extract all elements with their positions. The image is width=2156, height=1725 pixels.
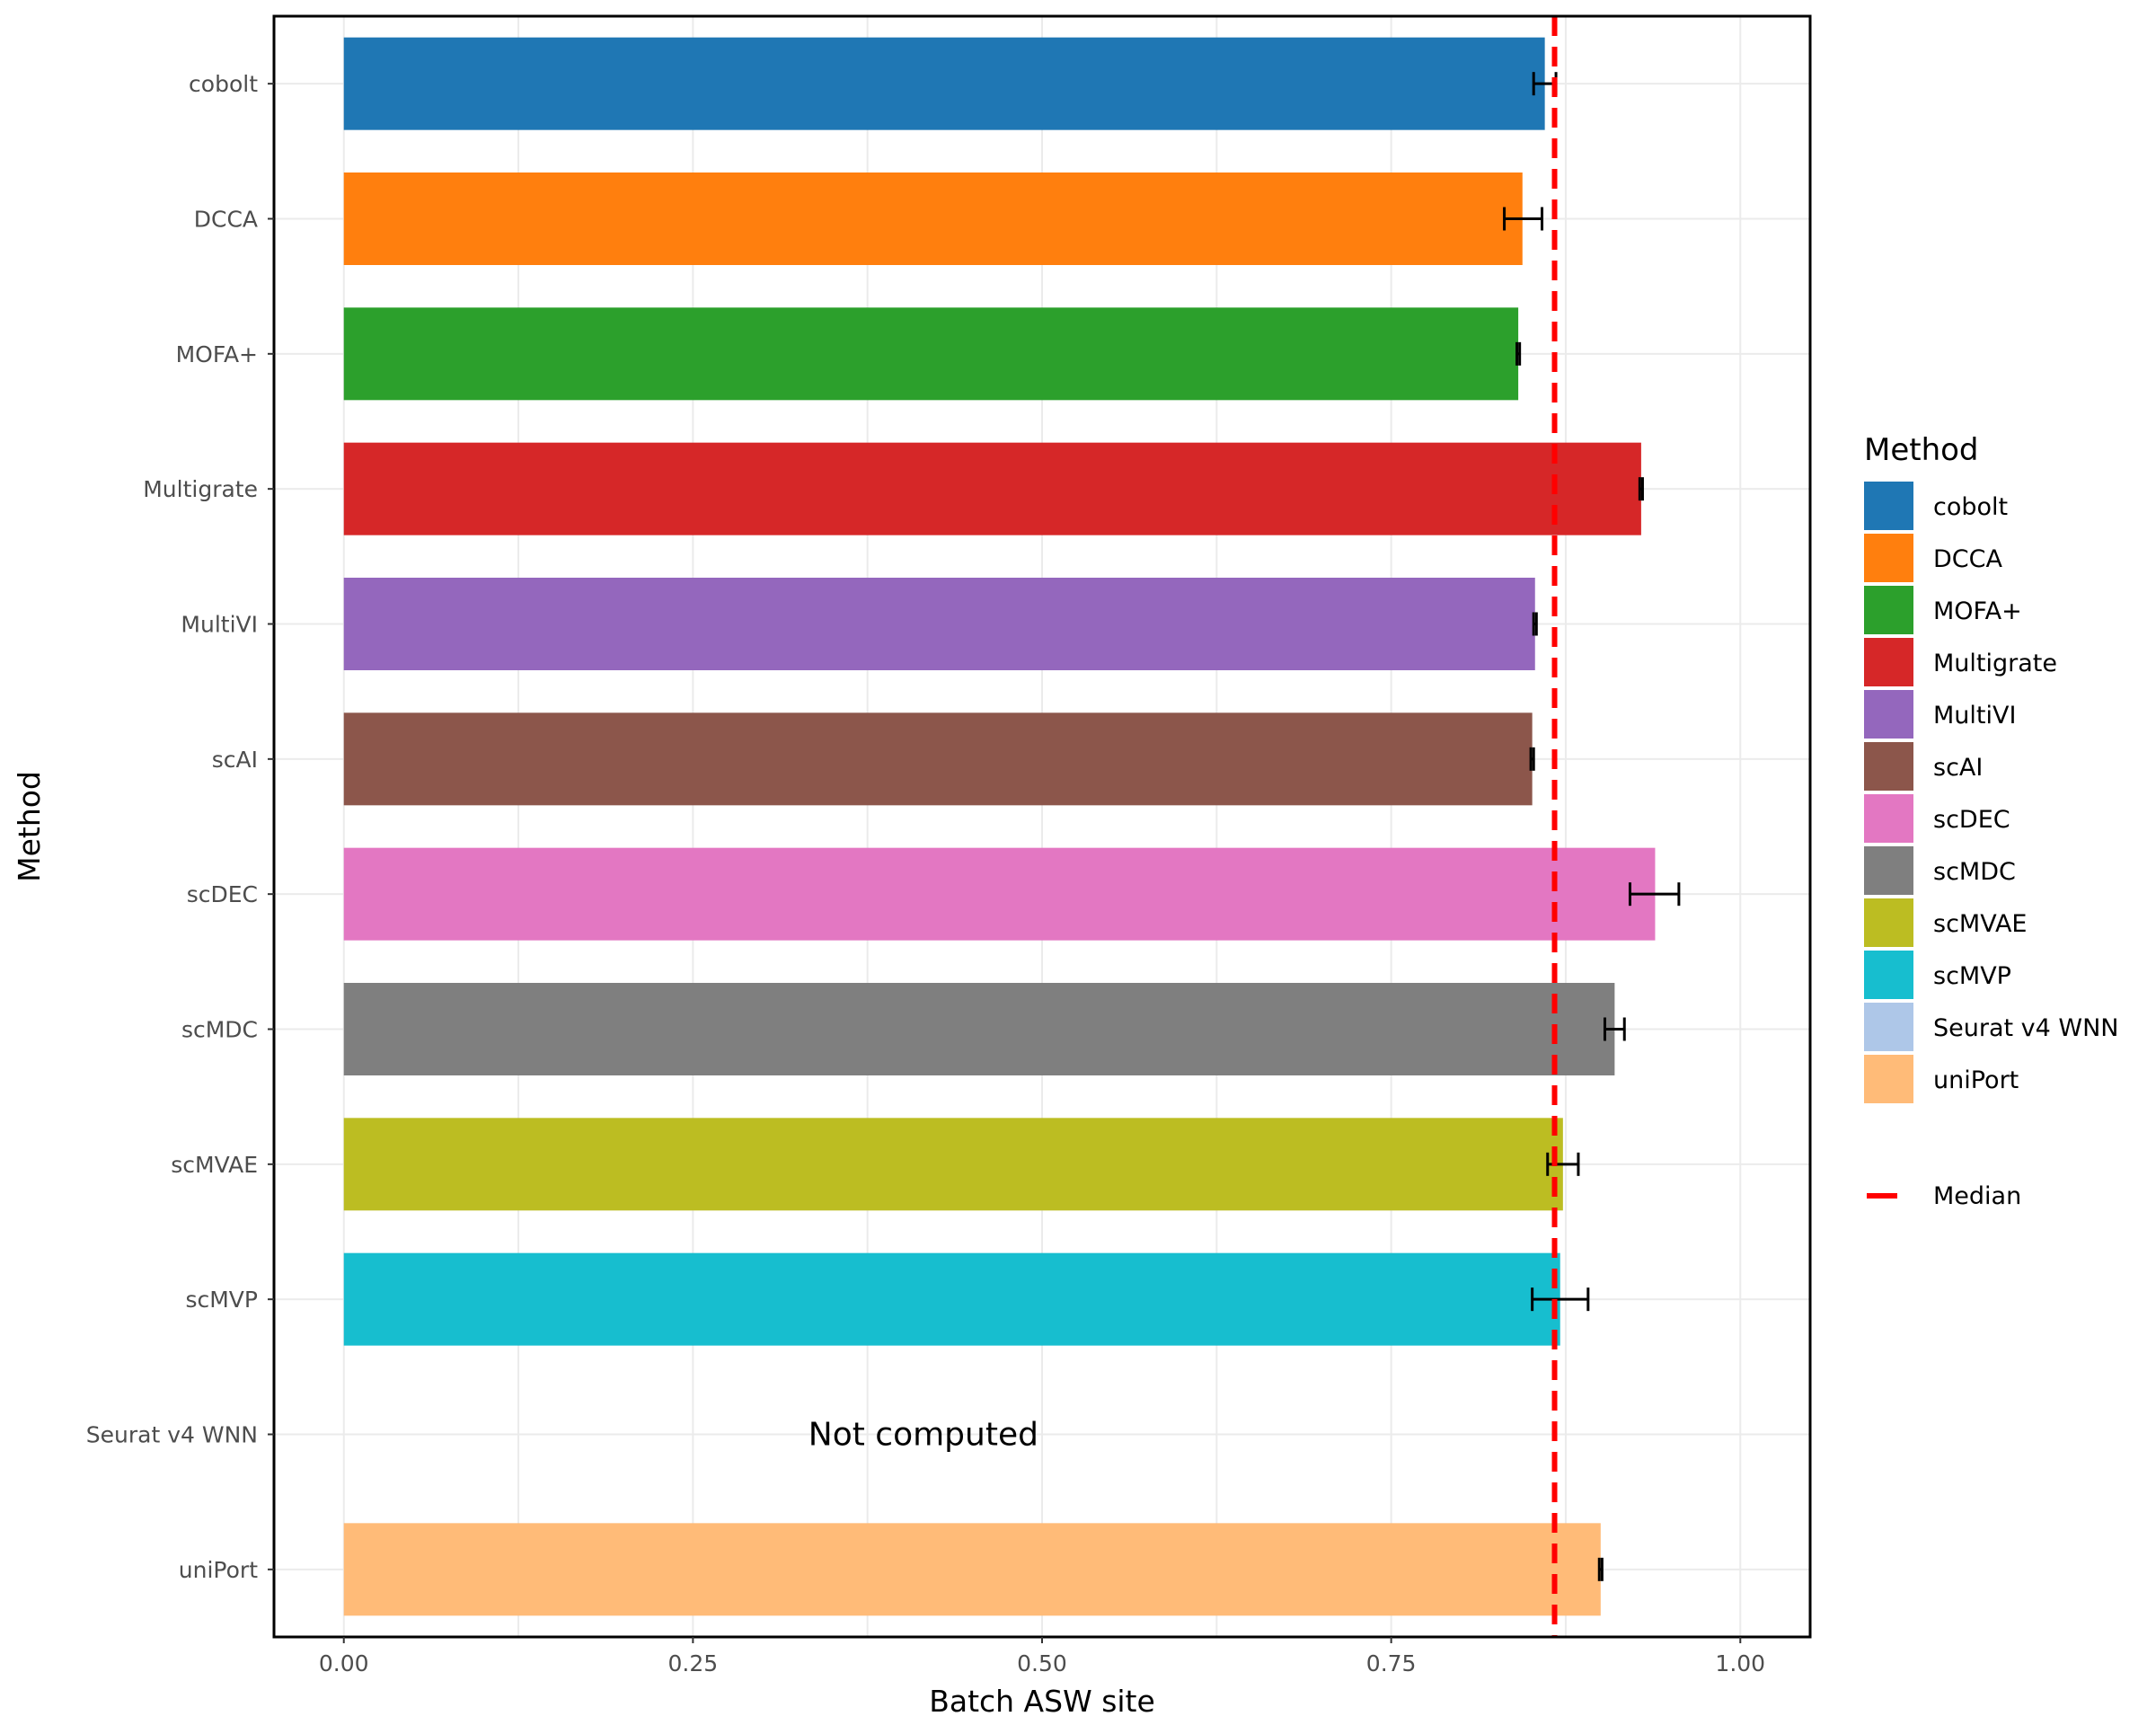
y-tick-label: scMVAE — [171, 1152, 258, 1178]
error-bar-multigrate — [1638, 477, 1644, 501]
x-tick-label: 0.00 — [319, 1650, 369, 1676]
legend-label-multigrate: Multigrate — [1933, 650, 2057, 677]
legend-swatch-multigrate — [1864, 638, 1913, 686]
y-tick-label: scAI — [212, 747, 258, 773]
legend-swatch-scai — [1864, 742, 1913, 791]
error-bar-scai — [1529, 747, 1535, 771]
error-bar-scmvp — [1531, 1287, 1590, 1312]
error-bar-uniport — [1597, 1557, 1604, 1581]
legend-label-scmvae: scMVAE — [1933, 910, 2027, 938]
bar-uniport — [343, 1523, 1601, 1616]
legend-label-multivi: MultiVI — [1933, 702, 2016, 730]
legend-label-median: Median — [1933, 1182, 2021, 1210]
legend-label-cobolt: cobolt — [1933, 493, 2008, 521]
legend-swatch-mofa — [1864, 586, 1913, 634]
legend-swatch-multivi — [1864, 690, 1913, 739]
not-computed-annotation: Not computed — [808, 1417, 1038, 1454]
error-bars — [1503, 72, 1681, 1581]
bar-scmvp — [343, 1252, 1560, 1346]
bar-multivi — [343, 578, 1535, 670]
y-tick-label: Seurat v4 WNN — [86, 1422, 258, 1448]
bar-scmdc — [343, 983, 1615, 1075]
error-bar-dcca — [1503, 207, 1544, 231]
legend-label-uniport: uniPort — [1933, 1066, 2019, 1094]
bar-scdec — [343, 847, 1656, 941]
legend-swatch-scmvae — [1864, 898, 1913, 947]
y-tick-label: scDEC — [187, 881, 258, 907]
bar-scai — [343, 712, 1533, 806]
y-tick-label: DCCA — [194, 207, 258, 233]
error-bar-mofa — [1515, 341, 1522, 366]
legend-label-dcca: DCCA — [1933, 545, 2002, 573]
x-axis-ticks: 0.00 0.25 0.50 0.75 1.00 — [319, 1637, 1765, 1676]
legend-swatch-uniport — [1864, 1055, 1913, 1103]
legend-swatch-cobolt — [1864, 482, 1913, 530]
legend-label-scdec: scDEC — [1933, 806, 2010, 834]
y-tick-label: scMVP — [185, 1287, 258, 1313]
y-tick-label: MOFA+ — [176, 341, 258, 367]
x-tick-label: 0.50 — [1017, 1650, 1067, 1676]
x-axis-label: Batch ASW site — [929, 1684, 1155, 1719]
y-tick-label: scMDC — [181, 1017, 258, 1043]
legend-label-scai: scAI — [1933, 754, 1983, 782]
legend-swatch-scmdc — [1864, 846, 1913, 895]
x-tick-label: 0.75 — [1366, 1650, 1417, 1676]
error-bar-scdec — [1628, 882, 1681, 907]
y-tick-label: MultiVI — [181, 612, 258, 638]
y-axis-label: Method — [12, 771, 47, 882]
bar-cobolt — [343, 37, 1545, 130]
y-tick-label: Multigrate — [143, 476, 258, 502]
y-axis-ticks: cobolt DCCA MOFA+ Multigrate MultiVI scAI scDE… — [86, 71, 274, 1583]
legend-swatch-seurat-v4-wnn — [1864, 1003, 1913, 1051]
x-tick-label: 0.25 — [668, 1650, 719, 1676]
legend-title: Method — [1864, 432, 1979, 468]
legend: Method cobolt DCCA MOFA+ Multigrate MultiVI s… — [1864, 432, 2119, 1210]
y-tick-label: uniPort — [179, 1557, 258, 1583]
legend-swatch-scmvp — [1864, 951, 1913, 999]
bar-multigrate — [343, 442, 1641, 535]
legend-label-seurat-v4-wnn: Seurat v4 WNN — [1933, 1014, 2119, 1042]
x-tick-label: 1.00 — [1715, 1650, 1765, 1676]
bar-scmvae — [343, 1118, 1563, 1211]
legend-swatch-dcca — [1864, 534, 1913, 582]
legend-swatch-scdec — [1864, 794, 1913, 843]
bar-mofa — [343, 307, 1519, 401]
y-tick-label: cobolt — [189, 71, 258, 97]
legend-label-scmdc: scMDC — [1933, 858, 2016, 886]
error-bar-scmdc — [1603, 1017, 1626, 1041]
bars — [343, 37, 1656, 1616]
legend-label-mofa: MOFA+ — [1933, 597, 2022, 625]
error-bar-multivi — [1532, 612, 1538, 636]
legend-label-scmvp: scMVP — [1933, 962, 2011, 990]
bar-dcca — [343, 172, 1523, 265]
